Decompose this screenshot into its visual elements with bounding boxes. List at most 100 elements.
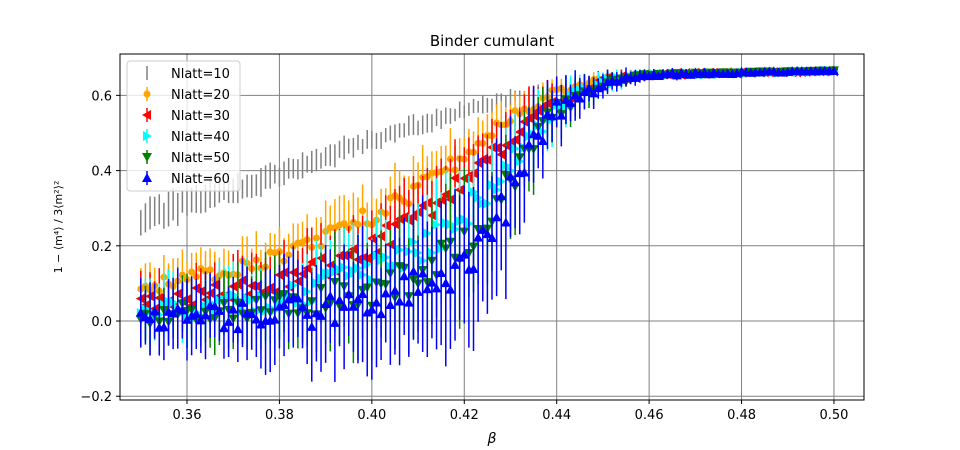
data-point [510,177,521,187]
data-point [269,314,280,324]
data-point [560,94,571,104]
legend-item: Nlatt=40 [143,129,230,145]
legend-label: Nlatt=20 [171,88,230,103]
y-tick-label: 0.2 [91,240,112,255]
legend-item: Nlatt=30 [142,108,230,124]
data-point [306,257,316,268]
data-point [597,81,608,91]
data-point [547,111,558,121]
data-point [376,309,387,319]
legend-item: Nlatt=60 [142,171,230,187]
data-point [519,167,530,177]
data-point [482,229,493,239]
legend-box [126,60,241,192]
legend-marker [143,90,151,98]
x-tick-label: 0.46 [635,408,664,423]
data-point [191,308,202,318]
x-tick-label: 0.38 [265,408,294,423]
data-point [440,278,451,288]
data-point [177,305,188,315]
data-point [426,277,437,287]
data-point [500,217,511,227]
data-point [206,266,214,274]
data-point [255,319,266,329]
data-point [491,212,502,222]
data-point [450,259,461,269]
axis-ticks: 0.36 0.38 0.40 0.42 0.44 0.46 0.48 0.50 −0.2 0.0 0… [80,89,848,423]
y-tick-label: −0.2 [80,390,112,405]
data-point [459,249,470,259]
data-point [523,139,534,149]
data-point [551,96,562,106]
x-tick-label: 0.44 [542,408,571,423]
legend-item: Nlatt=50 [142,150,230,166]
data-point [149,306,160,316]
data-point [209,301,220,311]
data-point [354,220,362,228]
x-tick-label: 0.42 [450,408,479,423]
data-point [496,191,507,201]
data-point [340,220,348,228]
data-point [246,309,257,319]
data-point [285,251,293,259]
data-point [399,271,410,281]
data-point [178,271,186,279]
data-point [218,323,229,333]
data-point [616,74,627,84]
data-point [200,310,211,320]
data-point [403,297,414,307]
legend-marker [142,110,151,120]
legend: Nlatt=10 Nlatt=20 Nlatt=30 Nlatt=40 Nlatt=50… [126,60,241,192]
data-point [237,297,248,307]
data-point [306,321,317,331]
data-point [251,314,262,324]
data-point [385,299,396,309]
x-tick-label: 0.50 [819,408,848,423]
data-point [436,268,447,278]
data-point [325,291,336,301]
legend-label: Nlatt=30 [171,109,230,124]
plot-frame [119,53,865,401]
legend-marker [142,173,152,182]
legend-label: Nlatt=50 [171,151,230,166]
data-point [671,70,682,80]
data-point [168,308,179,318]
x-tick-label: 0.40 [357,408,386,423]
y-tick-label: 0.0 [91,315,112,330]
data-point [579,86,590,96]
data-point [431,283,442,293]
data-point [533,130,544,140]
legend-item: Nlatt=10 [146,66,230,82]
data-point [422,284,433,294]
data-point [279,300,290,310]
data-point [188,268,196,276]
data-point [556,110,567,120]
data-point [487,232,497,242]
data-point [389,219,399,230]
data-point [445,284,456,294]
data-point [357,289,368,299]
data-point [334,295,345,305]
data-point [477,224,488,234]
data-point [362,307,373,317]
data-point [371,297,382,307]
data-point [223,316,234,326]
data-point [565,97,576,107]
data-point [320,298,331,308]
data-point [570,90,581,100]
legend-item: Nlatt=20 [143,87,230,103]
data-point [214,305,225,315]
y-axis-label: 1 − ⟨m⁴⟩ / 3⟨m²⟩² [52,181,65,274]
y-tick-label: 0.4 [91,165,112,180]
data-point [352,293,363,303]
data-point [316,310,327,320]
x-tick-label: 0.48 [727,408,756,423]
x-tick-label: 0.36 [173,408,202,423]
data-point [297,301,308,311]
data-point [417,268,428,278]
data-point [312,234,320,242]
series-nlatt-60 [135,65,839,382]
data-point [359,207,367,215]
legend-label: Nlatt=60 [171,172,230,187]
